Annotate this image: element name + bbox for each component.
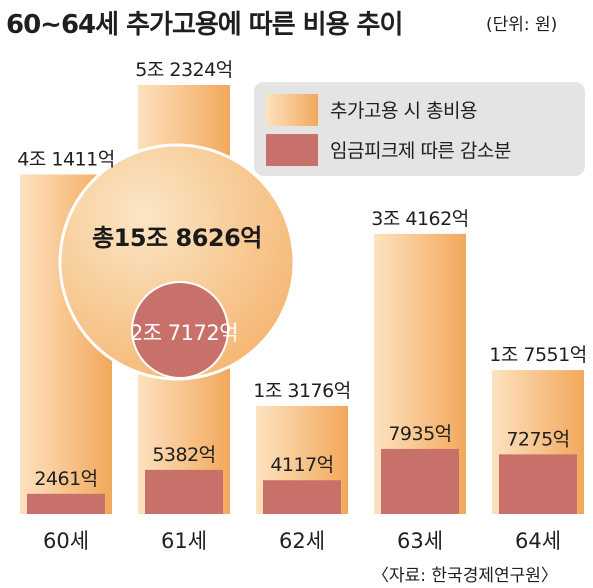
bar-reduction-4: [499, 454, 577, 514]
legend-label-total: 추가고용 시 총비용: [330, 100, 477, 122]
total-callout-label: 총15조 8626억: [92, 224, 262, 252]
value-label-reduction-1: 5382억: [152, 444, 215, 466]
legend-swatch-reduction: [266, 134, 318, 166]
bar-reduction-0: [27, 493, 105, 514]
total-callout-circle: [58, 143, 296, 381]
value-label-total-2: 1조 3176억: [253, 380, 350, 402]
legend-item-total: 추가고용 시 총비용: [266, 92, 576, 128]
source-note: 〈자료: 한국경제연구원〉: [372, 566, 558, 586]
category-label-4: 64세: [515, 529, 561, 553]
bar-reduction-1: [145, 469, 223, 514]
bar-reduction-2: [263, 480, 341, 514]
value-label-reduction-0: 2461억: [34, 468, 97, 490]
category-label-2: 62세: [279, 529, 325, 553]
value-label-total-0: 4조 1411억: [17, 148, 114, 170]
legend: 추가고용 시 총비용 임금피크제 따른 감소분: [254, 82, 585, 176]
chart-title: 60~64세 추가고용에 따른 비용 추이: [6, 10, 403, 40]
legend-item-reduction: 임금피크제 따른 감소분: [266, 132, 576, 168]
value-label-total-4: 1조 7551억: [489, 344, 586, 366]
reduction-callout-circle: [131, 281, 229, 379]
bar-reduction-3: [381, 448, 459, 514]
category-label-0: 60세: [43, 529, 89, 553]
legend-swatch-total: [266, 94, 318, 126]
legend-label-reduction: 임금피크제 따른 감소분: [330, 140, 511, 162]
value-label-reduction-3: 7935억: [388, 423, 451, 445]
category-label-1: 61세: [161, 529, 207, 553]
unit-label: (단위: 원): [486, 15, 558, 35]
category-label-3: 63세: [397, 529, 443, 553]
value-label-reduction-2: 4117억: [270, 454, 333, 476]
reduction-callout-label: 2조 7172억: [130, 321, 238, 345]
value-label-reduction-4: 7275억: [506, 428, 569, 450]
value-label-total-3: 3조 4162억: [371, 208, 468, 230]
value-label-total-1: 5조 2324억: [135, 59, 232, 81]
